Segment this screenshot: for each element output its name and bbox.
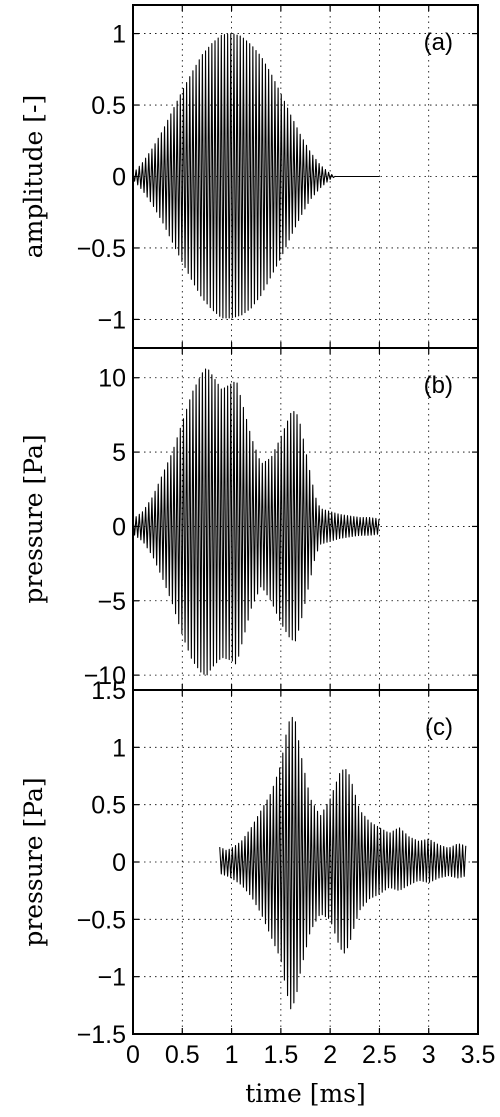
panel-c-label: (c) (425, 714, 453, 741)
panel-c-y-axis-label: pressure [Pa] (19, 777, 48, 946)
panel-b-y-tick-label: −10 (84, 662, 126, 690)
panel-a-y-tick-label: 0.5 (91, 92, 126, 120)
panel-c-x-tick-label: 3.5 (461, 1041, 496, 1069)
panel-c-y-tick-label: −0.5 (77, 906, 126, 934)
panel-a-y-tick-label: −1 (97, 306, 126, 334)
panel-c: −1.5 −1 −0.5 0 0.5 1 1.5 0 0.5 1 1.5 2 2.5 3 3.5 pressu… (19, 677, 495, 1108)
panel-c-y-tick-label: −1 (97, 964, 126, 992)
panel-b: −10 −5 0 5 10 pressure [Pa] (b) (19, 347, 479, 691)
panel-c-signal-line (219, 716, 467, 1010)
panel-c-x-tick-label: 3 (422, 1041, 436, 1069)
panel-c-y-tick-label: 1 (112, 734, 126, 762)
panel-b-y-tick-label: −5 (97, 588, 126, 616)
panel-b-y-tick-label: 5 (112, 439, 126, 467)
panel-c-x-tick-label: 0.5 (165, 1041, 200, 1069)
panel-b-signal-line (132, 368, 380, 676)
panel-c-y-tick-label: 0.5 (91, 792, 126, 820)
panel-c-x-tick-label: 2 (323, 1041, 337, 1069)
panel-c-y-tick-label: 1.5 (91, 677, 126, 705)
panel-c-x-axis-label: time [ms] (245, 1079, 366, 1108)
panel-a-label: (a) (424, 29, 453, 56)
panel-a-y-tick-label: 0 (112, 164, 126, 192)
panel-c-x-tick-label: 1.5 (263, 1041, 298, 1069)
panel-b-y-axis-label: pressure [Pa] (19, 434, 48, 603)
panel-c-x-tick-label: 1 (225, 1041, 239, 1069)
panel-c-y-tick-label: 0 (112, 849, 126, 877)
panel-b-y-tick-label: 10 (98, 365, 126, 393)
panel-a-y-tick-label: −0.5 (77, 235, 126, 263)
panel-c-y-tick-label: −1.5 (77, 1021, 126, 1049)
panel-a-y-axis-label: amplitude [-] (19, 95, 48, 258)
panel-b-y-tick-label: 0 (112, 513, 126, 541)
panel-b-label: (b) (424, 372, 453, 399)
panel-c-x-tick-label: 0 (126, 1041, 140, 1069)
panel-a: −1 −0.5 0 0.5 1 amplitude [-] (a) (19, 4, 479, 349)
panel-c-x-tick-label: 2.5 (362, 1041, 397, 1069)
panel-a-signal-line (132, 33, 380, 319)
panel-a-y-tick-label: 1 (112, 21, 126, 49)
